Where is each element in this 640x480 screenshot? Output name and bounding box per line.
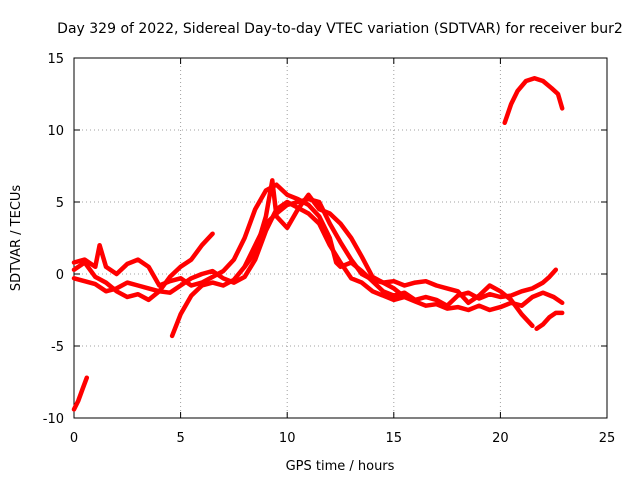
y-tick-label: 10	[47, 124, 64, 139]
series-line-s8	[502, 75, 565, 126]
series-line-s6	[242, 178, 407, 300]
series-line-s7	[534, 310, 565, 331]
y-axis-label: SDTVAR / TECUs	[9, 185, 24, 292]
y-tick-label: 0	[56, 268, 64, 283]
series-line-s4	[71, 199, 565, 313]
tick-layer: 0 5 10 15 20 25 -10 -5 0 5 10 15	[43, 52, 616, 446]
grid-layer	[74, 58, 607, 418]
series-line-s1	[71, 375, 90, 412]
x-tick-label: 0	[70, 431, 78, 446]
x-axis-label: GPS time / hours	[286, 459, 395, 474]
chart-title: Day 329 of 2022, Sidereal Day-to-day VTE…	[57, 21, 623, 37]
x-tick-label: 20	[492, 431, 509, 446]
series-line-s2	[71, 231, 215, 303]
y-tick-label: 5	[56, 196, 64, 211]
y-tick-label: 15	[47, 52, 64, 67]
x-tick-label: 25	[599, 431, 616, 446]
plot-frame	[73, 57, 608, 419]
y-tick-label: -5	[51, 340, 64, 355]
y-tick-label: -10	[43, 412, 64, 427]
series-line-s3	[71, 182, 559, 308]
series-layer	[71, 75, 565, 412]
series-line-s5	[169, 196, 535, 339]
x-tick-label: 15	[386, 431, 403, 446]
x-tick-label: 10	[279, 431, 296, 446]
x-tick-label: 5	[176, 431, 184, 446]
